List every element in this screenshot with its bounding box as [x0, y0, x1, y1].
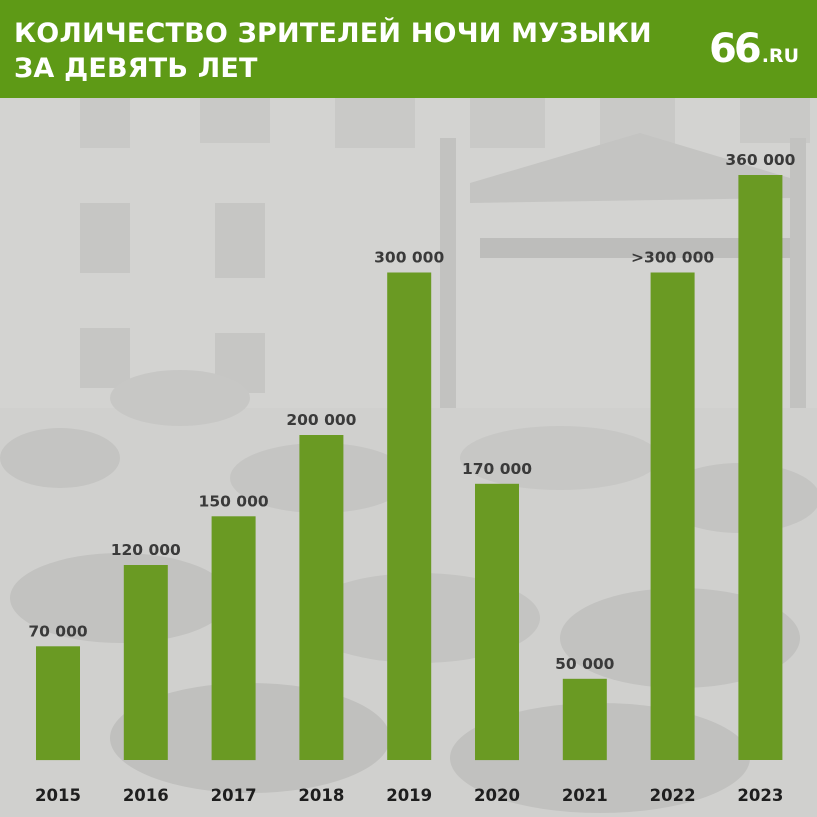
- bar-2023: [738, 175, 783, 760]
- value-label-2018: 200 000: [286, 411, 356, 429]
- chart-title: КОЛИЧЕСТВО ЗРИТЕЛЕЙ НОЧИ МУЗЫКИ ЗА ДЕВЯТ…: [14, 16, 674, 86]
- bar-2022: [650, 272, 695, 760]
- bar-chart: 70 000 120 000 150 000 200 000 300 000 170 00…: [28, 151, 795, 805]
- value-label-2022: >300 000: [631, 249, 714, 267]
- value-label-2023: 360 000: [725, 151, 795, 169]
- year-label-2016: 2016: [123, 786, 169, 805]
- value-labels-group: 70 000 120 000 150 000 200 000 300 000 170 00…: [28, 151, 795, 673]
- year-label-2020: 2020: [474, 786, 520, 805]
- year-label-2017: 2017: [211, 786, 257, 805]
- header-banner: КОЛИЧЕСТВО ЗРИТЕЛЕЙ НОЧИ МУЗЫКИ ЗА ДЕВЯТ…: [0, 0, 817, 98]
- value-label-2021: 50 000: [555, 655, 615, 673]
- site-logo: 66 .RU: [709, 26, 799, 72]
- value-label-2016: 120 000: [111, 541, 181, 559]
- year-label-2018: 2018: [298, 786, 344, 805]
- logo-number: 66: [709, 26, 762, 72]
- logo-domain: .RU: [761, 45, 799, 67]
- bar-2016: [123, 565, 168, 760]
- value-label-2017: 150 000: [199, 492, 269, 510]
- year-label-2021: 2021: [562, 786, 608, 805]
- value-label-2015: 70 000: [28, 622, 88, 640]
- year-label-2022: 2022: [650, 786, 696, 805]
- bar-2017: [211, 516, 256, 761]
- bar-2020: [475, 483, 519, 761]
- year-labels-group: 2015 2016 2017 2018 2019 2020 2021 2022 2023: [35, 786, 783, 805]
- bar-2018: [299, 435, 344, 760]
- value-label-2020: 170 000: [462, 460, 532, 478]
- bar-2019: [387, 272, 432, 760]
- year-label-2023: 2023: [737, 786, 783, 805]
- chart-title-line-1: КОЛИЧЕСТВО ЗРИТЕЛЕЙ НОЧИ МУЗЫКИ: [14, 18, 652, 49]
- bars-group: [36, 175, 783, 761]
- year-label-2015: 2015: [35, 786, 81, 805]
- chart-title-line-2: ЗА ДЕВЯТЬ ЛЕТ: [14, 53, 258, 84]
- bar-2015: [36, 646, 80, 761]
- value-label-2019: 300 000: [374, 249, 444, 267]
- year-label-2019: 2019: [386, 786, 432, 805]
- bar-2021: [562, 678, 607, 761]
